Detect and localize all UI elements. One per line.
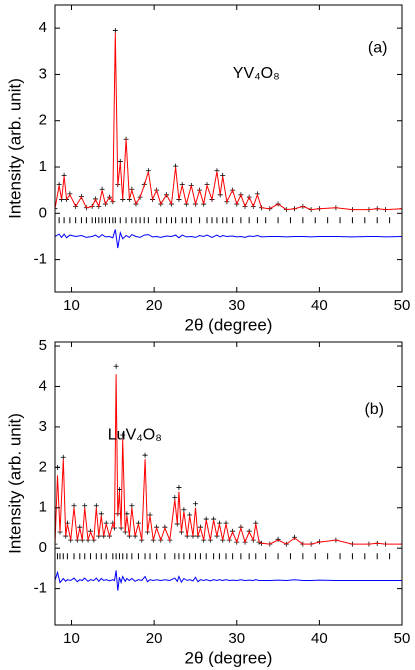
observed-point: [292, 534, 298, 540]
observed-point: [60, 454, 66, 460]
plot-frame: [54, 4, 403, 293]
profile-line: [55, 570, 402, 591]
y-tick-label: 2: [39, 112, 47, 129]
y-tick-label: 3: [39, 65, 47, 82]
x-tick-label: 40: [311, 630, 328, 647]
x-tick-label: 10: [63, 297, 80, 314]
y-tick-label: 1: [39, 158, 47, 175]
compound-label: YV₄O₈: [233, 65, 280, 82]
observed-point: [98, 511, 104, 517]
observed-point: [113, 363, 119, 369]
x-tick-label: 50: [394, 630, 411, 647]
y-tick-label: -1: [34, 251, 47, 268]
x-tick-label: 10: [63, 630, 80, 647]
observed-point: [275, 536, 281, 542]
observed-point: [93, 503, 99, 509]
y-tick-label: -1: [34, 580, 47, 597]
observed-point: [55, 541, 58, 547]
observed-point: [129, 503, 135, 509]
observed-point: [82, 503, 88, 509]
y-tick-label: 3: [39, 418, 47, 435]
profile-line: [55, 32, 402, 211]
x-tick-label: 50: [394, 297, 411, 314]
observed-point: [172, 495, 178, 501]
observed-point: [124, 511, 130, 517]
x-tick-label: 20: [146, 630, 163, 647]
observed-point: [120, 432, 126, 438]
plot-frame: [54, 341, 403, 626]
panel-label: (b): [364, 401, 384, 418]
compound-label: LuV₄O₈: [108, 427, 162, 444]
y-tick-label: 0: [39, 204, 47, 221]
x-tick-label: 40: [311, 297, 328, 314]
profile-line: [55, 229, 402, 249]
y-tick-label: 4: [39, 377, 47, 394]
y-tick-label: 2: [39, 458, 47, 475]
x-axis-title: 2θ (degree): [185, 315, 273, 334]
observed-point: [142, 452, 148, 458]
y-tick-label: 4: [39, 19, 47, 36]
observed-point: [71, 503, 77, 509]
x-tick-label: 30: [228, 297, 245, 314]
y-tick-label: 5: [39, 337, 47, 354]
observed-point: [176, 485, 182, 491]
y-axis-title: Intensity (arb. unit): [5, 413, 24, 554]
x-tick-label: 30: [228, 630, 245, 647]
observed-point: [55, 206, 58, 212]
y-tick-label: 0: [39, 539, 47, 556]
panel-label: (a): [368, 39, 388, 56]
observed-point: [192, 501, 198, 507]
profile-line: [55, 374, 402, 545]
y-axis-title: Intensity (arb. unit): [5, 78, 24, 219]
observed-point: [181, 507, 187, 513]
observed-point: [112, 27, 118, 33]
y-tick-label: 1: [39, 499, 47, 516]
x-tick-label: 20: [146, 297, 163, 314]
x-axis-title: 2θ (degree): [185, 648, 273, 667]
